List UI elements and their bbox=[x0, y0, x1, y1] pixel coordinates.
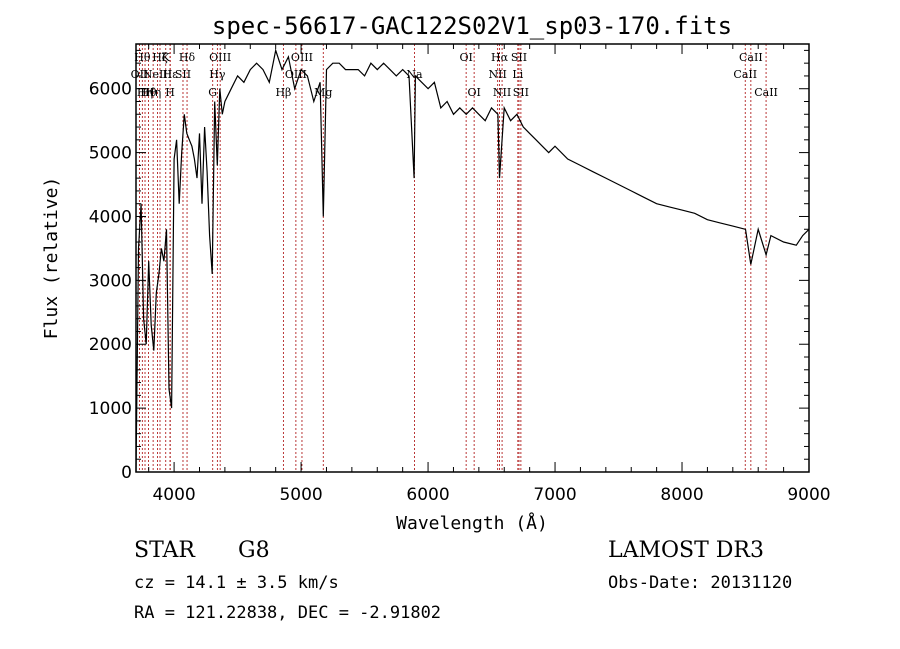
line-label: Na bbox=[406, 68, 423, 81]
line-label: CaII bbox=[739, 51, 763, 64]
line-label: SII bbox=[175, 68, 191, 81]
x-axis-label: Wavelength (Å) bbox=[396, 512, 548, 534]
obs-date: Obs-Date: 20131120 bbox=[608, 573, 793, 593]
y-tick-label: 2000 bbox=[89, 335, 132, 355]
line-label: OII bbox=[131, 68, 149, 81]
line-label: Li bbox=[512, 68, 523, 81]
line-label: NII bbox=[488, 68, 506, 81]
line-label: Hε bbox=[163, 68, 179, 81]
y-tick-label: 0 bbox=[121, 463, 132, 483]
line-label: NII bbox=[493, 86, 511, 99]
survey-name: LAMOST DR3 bbox=[608, 538, 764, 563]
line-label: Hη bbox=[145, 86, 161, 99]
line-label: Mg bbox=[314, 86, 332, 99]
line-label: Hη bbox=[137, 86, 153, 99]
subclass: G8 bbox=[238, 538, 270, 563]
y-tick-label: 4000 bbox=[89, 207, 132, 227]
emission-line-markers bbox=[138, 44, 767, 472]
line-label: Hθ bbox=[140, 86, 157, 99]
emission-line-labels: OIIHθHηHθHηNeIIIHζKHHεSIIHδGHγOIIIHβOIII… bbox=[131, 51, 778, 99]
line-label: CaII bbox=[733, 68, 757, 81]
line-label: OI bbox=[467, 86, 480, 99]
redshift-info: cz = 14.1 ± 3.5 km/s bbox=[134, 573, 339, 593]
line-label: Hβ bbox=[275, 86, 291, 99]
object-class: STAR bbox=[134, 538, 195, 563]
line-label: Hθ bbox=[134, 51, 151, 64]
line-label: Hα bbox=[491, 51, 509, 64]
x-tick-label: 6000 bbox=[406, 485, 449, 505]
chart-title: spec-56617-GAC122S02V1_sp03-170.fits bbox=[212, 12, 732, 40]
line-label: Hζ bbox=[152, 51, 168, 64]
y-axis-label: Flux (relative) bbox=[41, 177, 62, 340]
line-label: NeIII bbox=[143, 68, 172, 81]
plot-frame bbox=[135, 43, 810, 473]
x-tick-label: 9000 bbox=[787, 485, 830, 505]
y-tick-label: 5000 bbox=[89, 144, 132, 164]
x-axis: 4000 5000 6000 7000 8000 9000 bbox=[148, 44, 831, 505]
x-tick-label: 7000 bbox=[533, 485, 576, 505]
spectrum-line bbox=[135, 48, 810, 473]
line-label: OI bbox=[459, 51, 472, 64]
y-tick-label: 1000 bbox=[89, 399, 132, 419]
line-label: K bbox=[162, 51, 171, 64]
x-tick-label: 5000 bbox=[279, 485, 322, 505]
line-label: Hδ bbox=[179, 51, 196, 64]
line-label: OIII bbox=[291, 51, 313, 64]
y-tick-label: 3000 bbox=[89, 271, 132, 291]
line-label: SII bbox=[513, 86, 529, 99]
x-tick-label: 8000 bbox=[660, 485, 703, 505]
line-label: SII bbox=[511, 51, 527, 64]
y-axis: 0 1000 2000 3000 4000 5000 6000 bbox=[89, 49, 809, 483]
line-label: G bbox=[208, 86, 217, 99]
line-label: H bbox=[165, 86, 175, 99]
line-label: Hγ bbox=[209, 68, 226, 81]
coordinates: RA = 121.22838, DEC = -2.91802 bbox=[134, 603, 442, 623]
line-label: OIII bbox=[285, 68, 307, 81]
line-label: CaII bbox=[754, 86, 778, 99]
x-tick-label: 4000 bbox=[152, 485, 195, 505]
line-label: OIII bbox=[209, 51, 231, 64]
y-tick-label: 6000 bbox=[89, 80, 132, 100]
